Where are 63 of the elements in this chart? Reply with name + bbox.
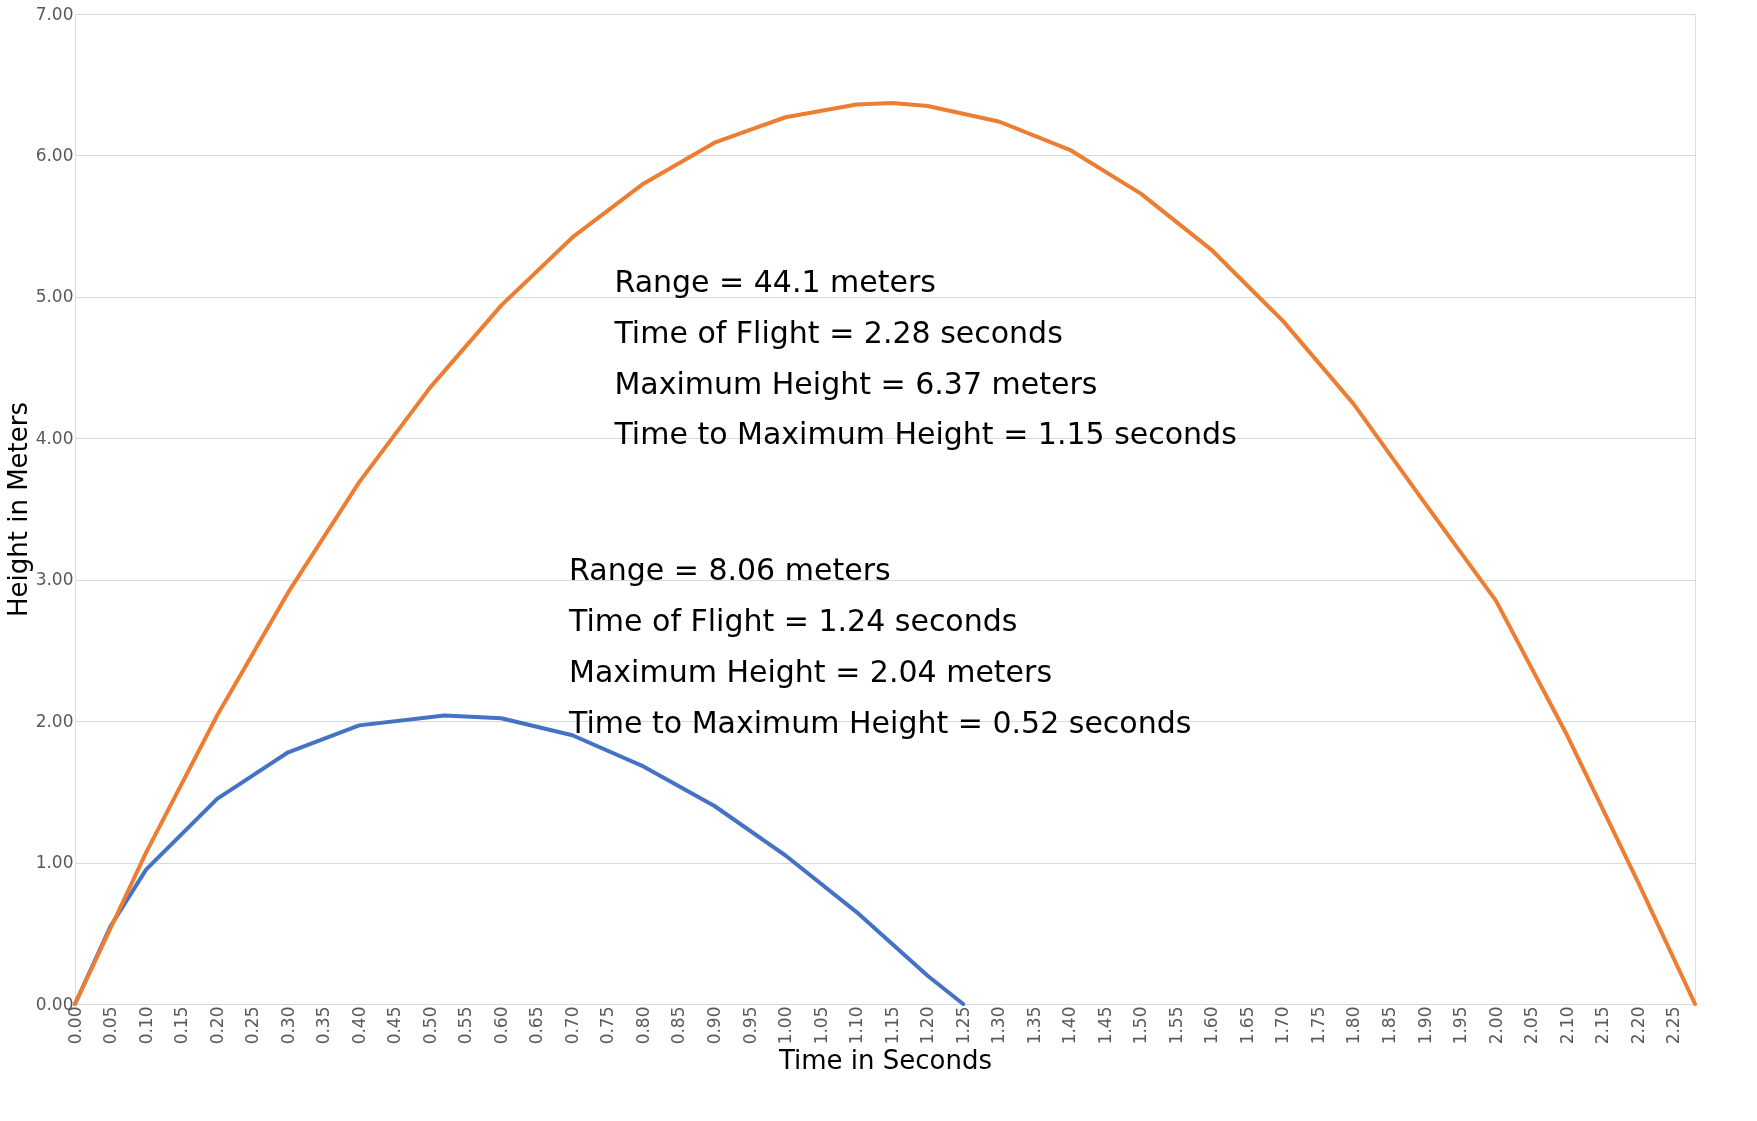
line-series	[73, 101, 1697, 1006]
x-tick-label: 0.75	[597, 1006, 618, 1045]
annotation: Maximum Height = 2.04 meters	[569, 654, 1053, 690]
x-tick-label: 0.90	[703, 1006, 724, 1045]
annotation: Time to Maximum Height = 1.15 seconds	[613, 416, 1237, 452]
y-tick-label: 6.00	[35, 144, 74, 165]
x-tick-label: 0.60	[490, 1006, 511, 1045]
x-tick-label: 1.40	[1059, 1006, 1080, 1045]
annotation: Range = 8.06 meters	[569, 552, 891, 588]
x-tick-label: 1.55	[1165, 1006, 1186, 1045]
y-tick-label: 4.00	[35, 427, 74, 448]
x-tick-label: 1.65	[1236, 1006, 1257, 1045]
x-tick-label: 2.05	[1521, 1006, 1542, 1045]
x-tick-label: 0.80	[632, 1006, 653, 1045]
annotation: Time of Flight = 2.28 seconds	[613, 314, 1063, 350]
y-tick-label: 3.00	[35, 569, 74, 590]
y-tick-label: 7.00	[35, 3, 74, 24]
x-tick-label: 1.35	[1023, 1006, 1044, 1045]
x-tick-label: 0.40	[348, 1006, 369, 1045]
x-tick-label: 2.15	[1592, 1006, 1613, 1045]
x-tick-label: 1.25	[952, 1006, 973, 1045]
y-axis-title: Height in Meters	[2, 401, 33, 618]
y-tick-label: 5.00	[35, 286, 74, 307]
x-tick-label: 1.80	[1343, 1006, 1364, 1045]
annotation: Maximum Height = 6.37 meters	[614, 365, 1098, 401]
x-tick-label: 0.65	[526, 1006, 547, 1045]
y-tick-label: 2.00	[35, 710, 74, 731]
x-tick-label: 1.60	[1201, 1006, 1222, 1045]
x-tick-label: 1.00	[775, 1006, 796, 1045]
x-tick-label: 1.70	[1272, 1006, 1293, 1045]
x-tick-label: 0.30	[277, 1006, 298, 1045]
x-tick-label: 0.25	[242, 1006, 263, 1045]
x-tick-label: 2.10	[1556, 1006, 1577, 1045]
x-tick-label: 1.75	[1307, 1006, 1328, 1045]
x-tick-label: 1.20	[917, 1006, 938, 1045]
x-tick-label: 0.70	[561, 1006, 582, 1045]
x-tick-label: 1.50	[1130, 1006, 1151, 1045]
annotation: Range = 44.1 meters	[614, 263, 936, 299]
y-tick-label: 1.00	[35, 852, 74, 873]
x-tick-label: 2.20	[1627, 1006, 1648, 1045]
x-tick-label: 0.85	[668, 1006, 689, 1045]
annotation: Time to Maximum Height = 0.52 seconds	[568, 704, 1192, 740]
x-tick-label: 0.15	[171, 1006, 192, 1045]
x-tick-label: 0.10	[135, 1006, 156, 1045]
x-tick-label: 2.25	[1663, 1006, 1684, 1045]
x-tick-label: 1.45	[1094, 1006, 1115, 1045]
x-tick-label: 2.00	[1485, 1006, 1506, 1045]
x-tick-label: 1.10	[846, 1006, 867, 1045]
x-axis-title: Time in Seconds	[777, 1045, 993, 1076]
x-tick-label: 0.95	[739, 1006, 760, 1045]
x-tick-label: 1.05	[810, 1006, 831, 1045]
x-tick-label: 0.55	[455, 1006, 476, 1045]
x-tick-label: 1.15	[881, 1006, 902, 1045]
x-tick-label: 1.90	[1414, 1006, 1435, 1045]
x-tick-label: 0.45	[384, 1006, 405, 1045]
x-tick-label: 1.85	[1378, 1006, 1399, 1045]
x-tick-label: 1.30	[988, 1006, 1009, 1045]
x-tick-label: 0.35	[313, 1006, 334, 1045]
x-tick-label: 0.50	[419, 1006, 440, 1045]
x-tick-label: 0.20	[206, 1006, 227, 1045]
x-tick-label: 0.05	[100, 1006, 121, 1045]
x-tick-label: 1.95	[1450, 1006, 1471, 1045]
annotation: Time of Flight = 1.24 seconds	[568, 603, 1018, 639]
